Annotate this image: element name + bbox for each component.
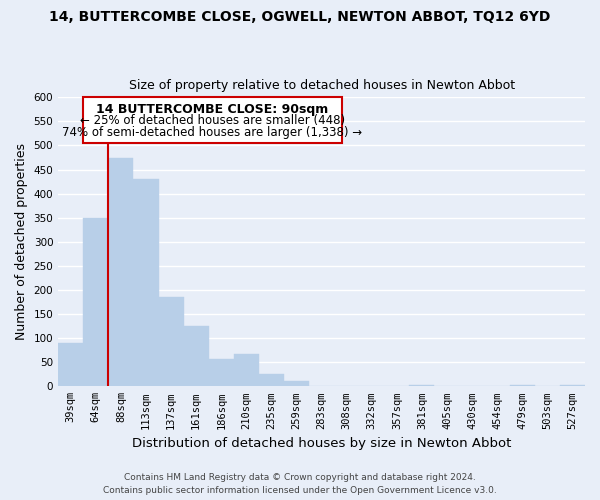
- Bar: [184, 326, 209, 386]
- Bar: [259, 374, 284, 386]
- X-axis label: Distribution of detached houses by size in Newton Abbot: Distribution of detached houses by size …: [132, 437, 511, 450]
- Text: ← 25% of detached houses are smaller (448): ← 25% of detached houses are smaller (44…: [80, 114, 345, 127]
- FancyBboxPatch shape: [83, 98, 341, 143]
- Bar: [284, 380, 309, 386]
- Bar: [109, 158, 133, 386]
- Title: Size of property relative to detached houses in Newton Abbot: Size of property relative to detached ho…: [128, 79, 515, 92]
- Bar: [209, 359, 234, 386]
- Text: 14, BUTTERCOMBE CLOSE, OGWELL, NEWTON ABBOT, TQ12 6YD: 14, BUTTERCOMBE CLOSE, OGWELL, NEWTON AB…: [49, 10, 551, 24]
- Bar: [83, 218, 109, 386]
- Bar: [133, 179, 158, 386]
- Y-axis label: Number of detached properties: Number of detached properties: [15, 144, 28, 340]
- Text: 14 BUTTERCOMBE CLOSE: 90sqm: 14 BUTTERCOMBE CLOSE: 90sqm: [97, 103, 329, 116]
- Text: 74% of semi-detached houses are larger (1,338) →: 74% of semi-detached houses are larger (…: [62, 126, 362, 139]
- Bar: [158, 297, 184, 386]
- Bar: [234, 354, 259, 386]
- Bar: [58, 343, 83, 386]
- Text: Contains HM Land Registry data © Crown copyright and database right 2024.
Contai: Contains HM Land Registry data © Crown c…: [103, 474, 497, 495]
